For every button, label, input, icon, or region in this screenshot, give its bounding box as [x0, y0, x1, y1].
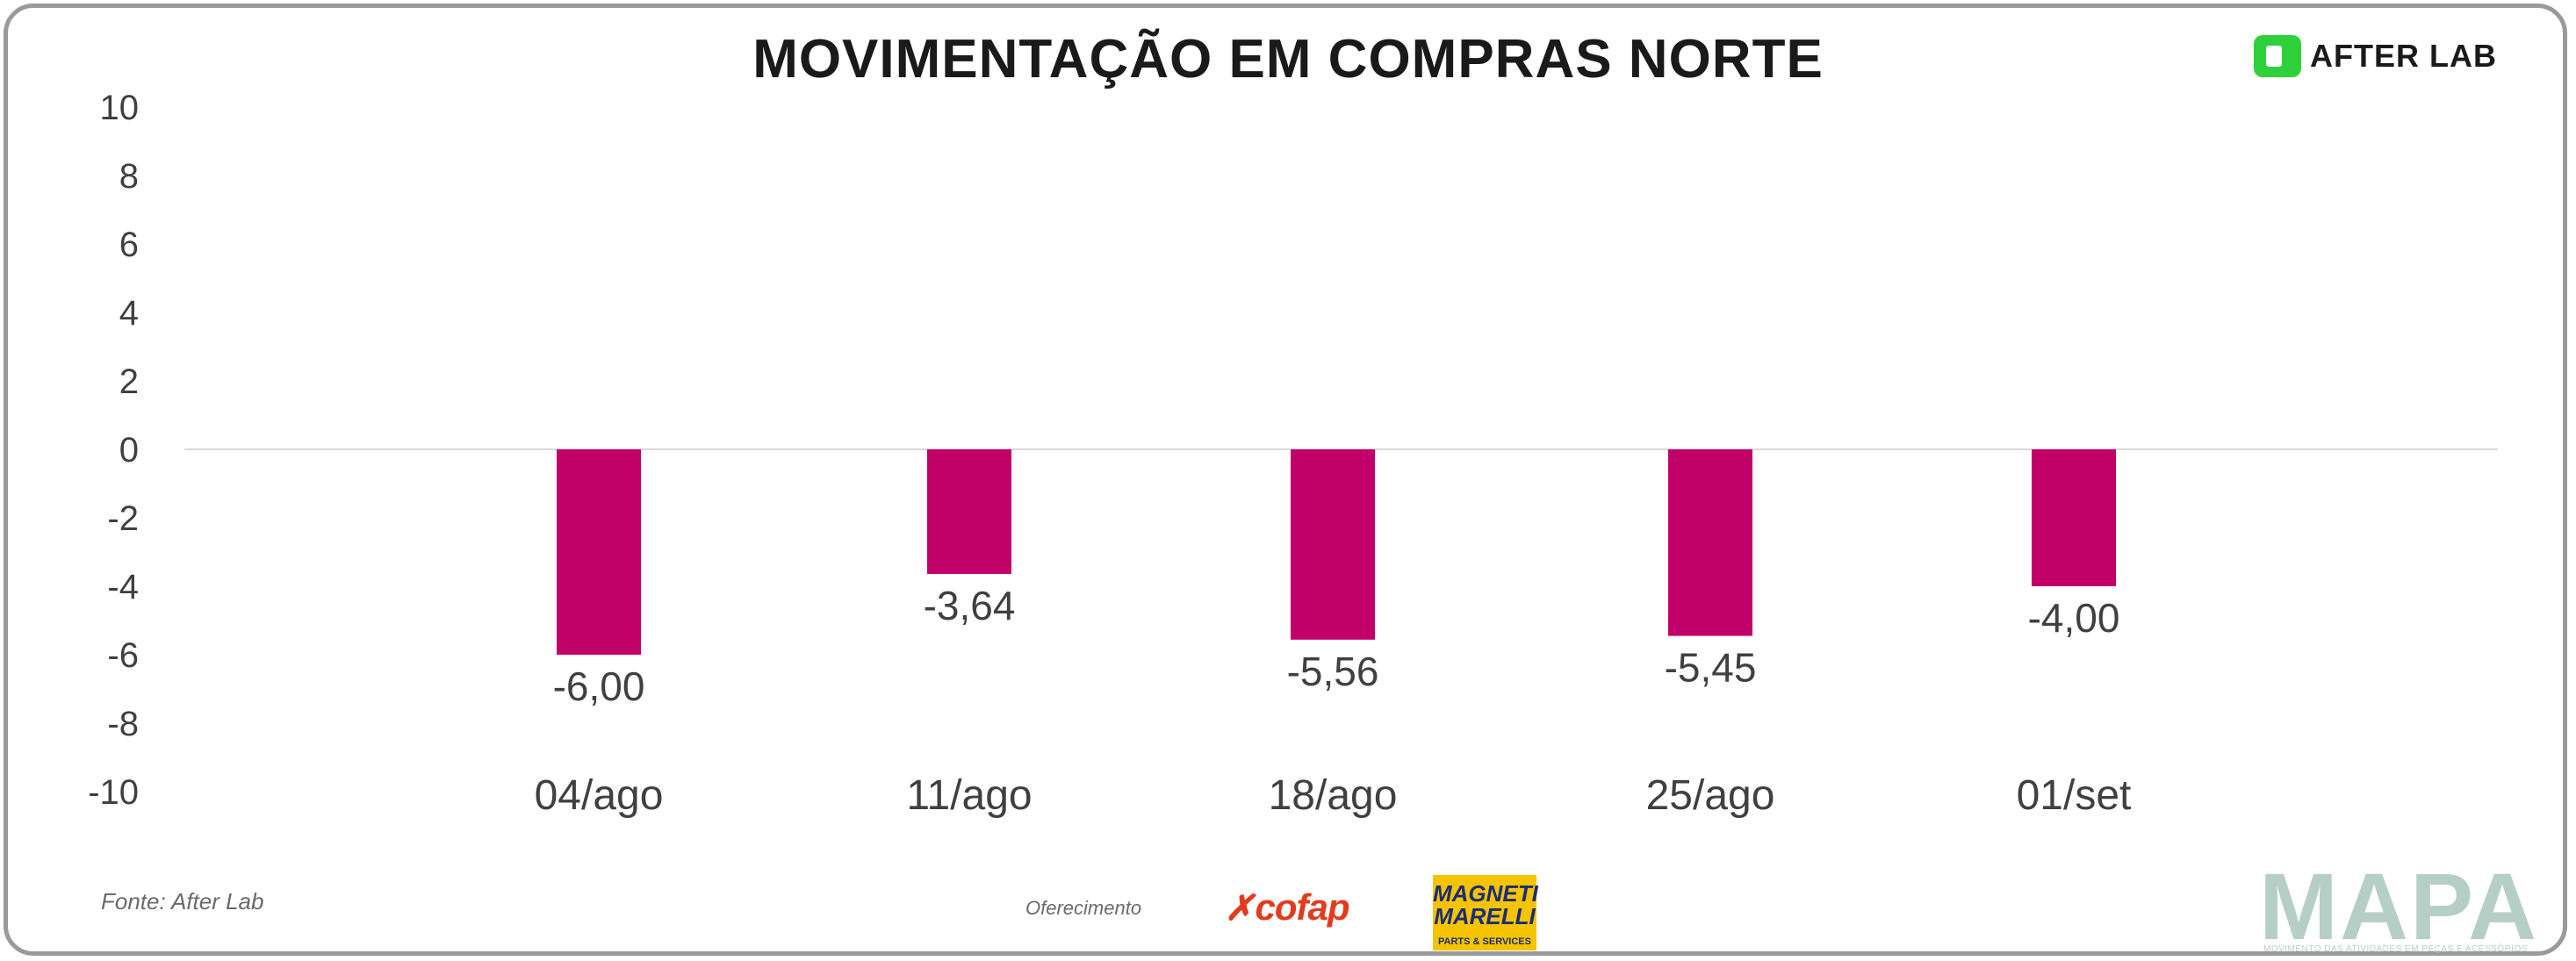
bar [1291, 449, 1375, 640]
bar [927, 449, 1011, 574]
data-label: -5,45 [1665, 645, 1757, 691]
y-tick-label: -2 [107, 499, 139, 538]
afterlab-logo: AFTER LAB [2254, 35, 2497, 77]
data-label: -5,56 [1287, 649, 1379, 694]
x-tick-label: 25/ago [1646, 772, 1775, 819]
y-tick-label: 8 [119, 157, 139, 196]
bar [1668, 449, 1752, 636]
y-tick-label: 2 [119, 362, 139, 401]
mapa-logo-subtitle: MOVIMENTO DAS ATIVIDADES EM PEÇAS E ACES… [2263, 944, 2529, 954]
chart-title: MOVIMENTAÇÃO EM COMPRAS NORTE [752, 29, 1824, 90]
bar [2032, 449, 2116, 586]
data-label: -4,00 [2028, 595, 2120, 641]
magneti-marelli-sub: PARTS & SERVICES [1438, 936, 1531, 947]
sponsor-label: Oferecimento [1025, 897, 1142, 919]
cofap-x-icon: ✗ [1225, 889, 1255, 928]
y-tick-label: -6 [107, 636, 139, 675]
data-label: -3,64 [924, 583, 1016, 628]
afterlab-logo-icon [2254, 35, 2302, 77]
data-label: -6,00 [553, 663, 645, 709]
y-tick-label: 6 [119, 226, 139, 264]
source-note: Fonte: After Lab [101, 888, 264, 914]
y-tick-label: -4 [107, 568, 139, 606]
bar [557, 449, 641, 655]
mapa-logo: MAPA [2259, 853, 2538, 959]
chart-frame [4, 4, 2567, 956]
x-tick-label: 11/ago [906, 772, 1032, 819]
y-tick-label: -10 [88, 773, 139, 812]
afterlab-logo-text: AFTER LAB [2310, 38, 2497, 74]
y-tick-label: 10 [100, 89, 140, 127]
magneti-marelli-name: MAGNETI MARELLI [1433, 880, 1538, 929]
x-tick-label: 18/ago [1269, 772, 1398, 819]
x-tick-label: 01/set [2017, 772, 2132, 819]
x-tick-label: 04/ago [535, 772, 664, 819]
y-tick-label: 0 [119, 431, 139, 470]
magneti-marelli-logo: MAGNETI MARELLI PARTS & SERVICES [1433, 875, 1538, 950]
cofap-logo: ✗cofap [1225, 886, 1350, 928]
y-tick-label: 4 [119, 294, 139, 333]
y-tick-label: -8 [107, 705, 139, 743]
